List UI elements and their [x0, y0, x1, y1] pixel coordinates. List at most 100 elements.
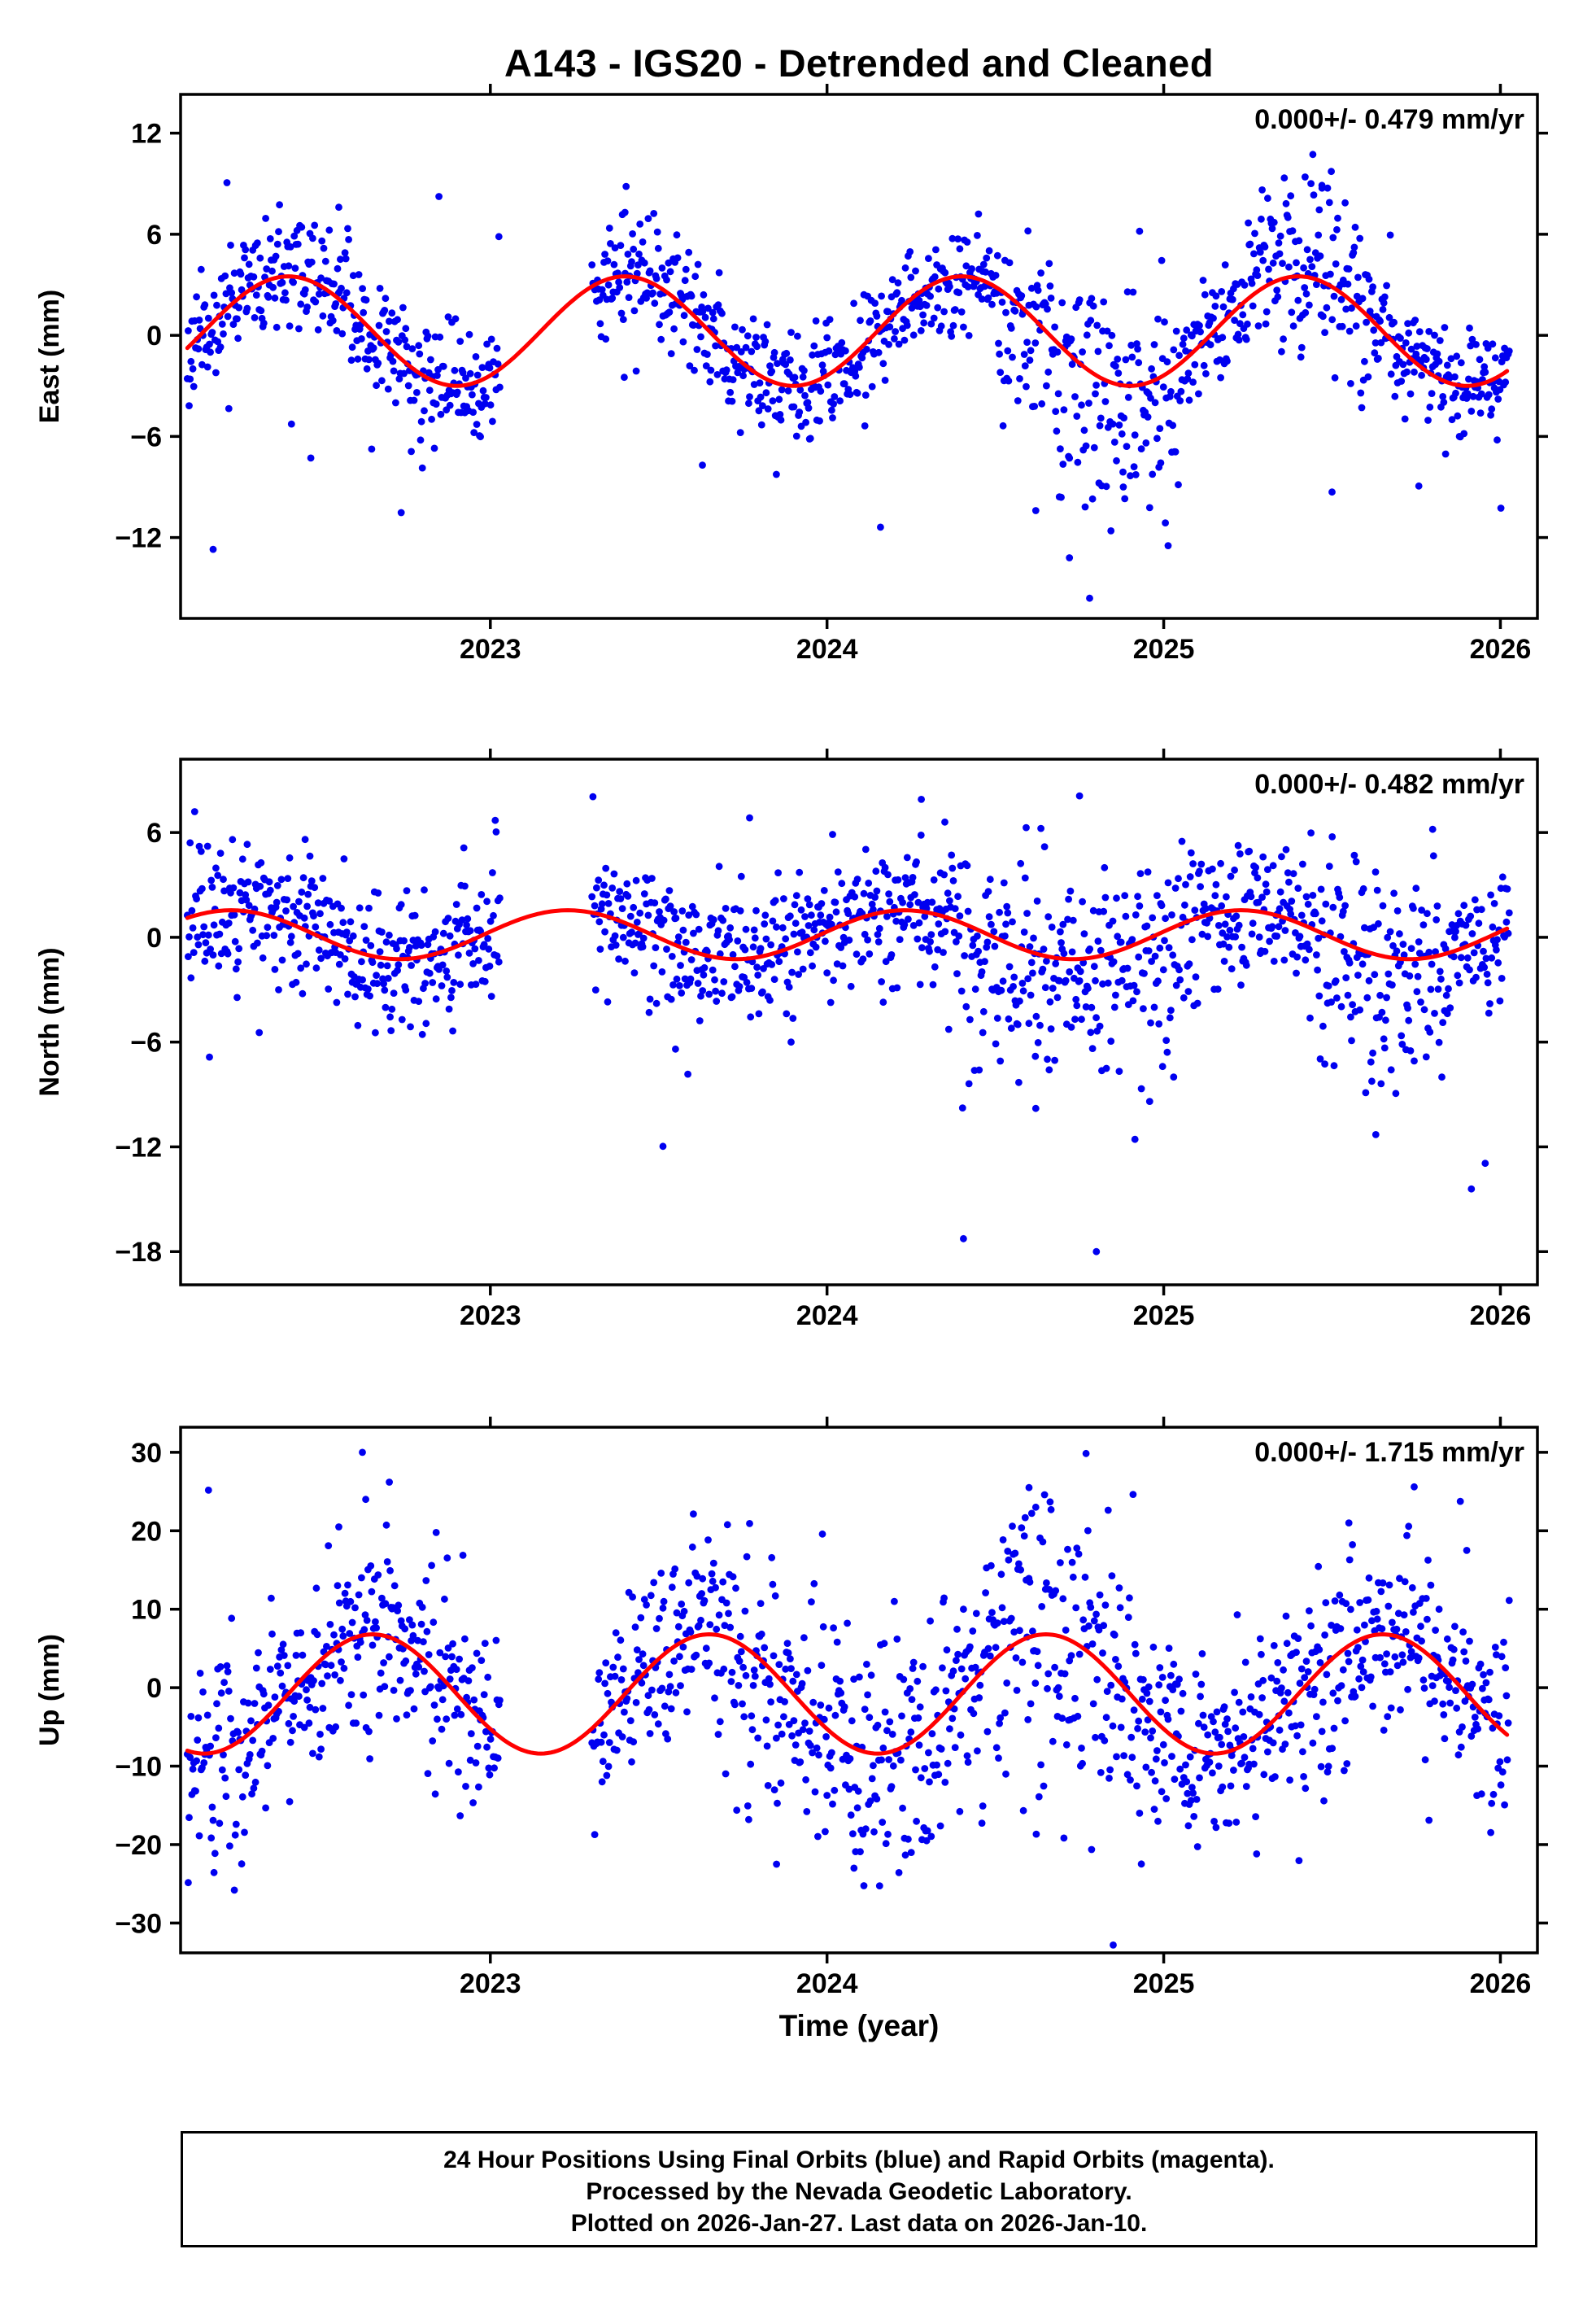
data-point — [611, 244, 619, 251]
data-point — [241, 254, 248, 262]
data-point — [1332, 977, 1340, 985]
data-point — [1007, 325, 1015, 332]
data-point — [656, 1614, 663, 1622]
data-point — [1221, 920, 1229, 928]
data-point — [1177, 1707, 1185, 1715]
data-point — [918, 944, 926, 952]
data-point — [1412, 350, 1420, 358]
east-model-curve — [185, 274, 1510, 388]
data-point — [891, 335, 898, 343]
data-point — [1185, 396, 1193, 404]
data-point — [1003, 902, 1011, 911]
data-point — [417, 1620, 425, 1628]
data-point — [677, 1682, 684, 1690]
data-point — [764, 1782, 772, 1789]
data-point — [743, 332, 752, 340]
data-point — [930, 314, 938, 322]
data-point — [1231, 317, 1238, 324]
data-point — [705, 990, 713, 998]
data-point — [1293, 1732, 1301, 1740]
data-point — [1451, 373, 1459, 381]
data-point — [791, 1741, 800, 1749]
data-point — [988, 920, 995, 928]
data-point — [1024, 1716, 1032, 1723]
data-point — [251, 314, 259, 321]
data-point — [438, 982, 446, 989]
data-point — [1087, 1604, 1095, 1611]
data-point — [1021, 874, 1029, 882]
data-point — [860, 889, 868, 898]
data-point — [1225, 943, 1233, 951]
data-point — [446, 1675, 454, 1683]
data-point — [1109, 1722, 1117, 1730]
data-point — [1457, 359, 1465, 367]
data-point — [1484, 344, 1492, 352]
data-point — [277, 1669, 285, 1677]
data-point — [299, 1651, 307, 1659]
data-point — [216, 1819, 224, 1828]
data-point — [201, 301, 209, 309]
data-point — [628, 258, 635, 266]
data-point — [1364, 373, 1372, 381]
data-point — [265, 878, 273, 886]
data-point — [1176, 976, 1184, 984]
north-y-tick-label: −12 — [115, 1132, 162, 1163]
data-point — [739, 325, 746, 334]
data-point — [1188, 936, 1196, 944]
data-point — [1136, 902, 1144, 910]
data-point — [681, 277, 689, 285]
data-point — [666, 268, 674, 276]
data-point — [375, 1711, 383, 1719]
east-rate-annotation: 0.000+/- 0.479 mm/yr — [1254, 104, 1524, 135]
data-point — [1124, 394, 1132, 401]
data-point — [203, 363, 211, 371]
data-point — [601, 928, 608, 936]
data-point — [1218, 288, 1226, 295]
data-point — [375, 321, 383, 330]
data-point — [434, 372, 441, 379]
data-point — [1009, 353, 1016, 361]
data-point — [1120, 1752, 1127, 1760]
data-point — [1372, 1607, 1380, 1615]
data-point — [280, 1652, 288, 1659]
data-point — [1096, 1591, 1104, 1599]
data-point — [1380, 1044, 1389, 1052]
data-point — [640, 1596, 648, 1604]
data-point — [1358, 960, 1367, 968]
data-point — [394, 316, 401, 324]
data-point — [932, 1686, 940, 1694]
data-point — [662, 895, 669, 903]
data-point — [413, 389, 421, 396]
data-point — [1239, 311, 1247, 319]
data-point — [1062, 1740, 1071, 1749]
data-point — [477, 928, 484, 935]
data-point — [639, 238, 647, 246]
data-point — [898, 296, 905, 304]
data-point — [1309, 892, 1317, 899]
data-point — [829, 1800, 836, 1808]
data-point — [866, 950, 874, 958]
data-point — [1025, 1020, 1033, 1028]
data-point — [319, 312, 327, 320]
data-point — [1069, 916, 1077, 924]
data-point — [1118, 1695, 1126, 1703]
data-point — [716, 950, 724, 958]
data-point — [380, 980, 387, 988]
data-point — [1073, 1544, 1081, 1552]
data-point — [367, 1562, 375, 1570]
data-point — [833, 1638, 841, 1646]
data-point — [927, 1617, 934, 1625]
data-point — [1234, 330, 1242, 338]
data-point — [1404, 1685, 1411, 1693]
data-point — [881, 1708, 889, 1716]
data-point — [1341, 902, 1349, 910]
east-y-tick-label: −12 — [115, 523, 162, 554]
data-point — [1489, 923, 1497, 931]
data-point — [1254, 272, 1262, 279]
data-point — [787, 1038, 795, 1046]
data-point — [362, 937, 370, 944]
data-point — [297, 1629, 305, 1637]
north-rate-annotation: 0.000+/- 0.482 mm/yr — [1254, 769, 1524, 800]
data-point — [1422, 1053, 1430, 1061]
